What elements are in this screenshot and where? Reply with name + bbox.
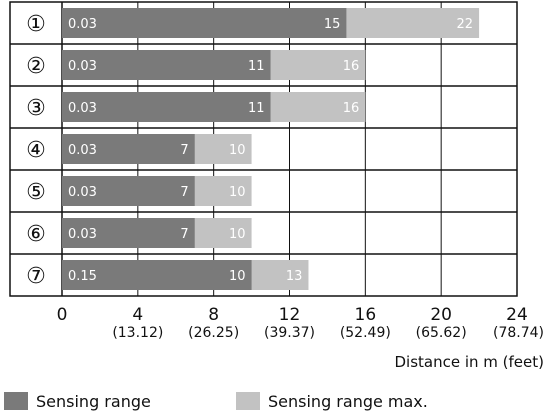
- category-label: ①: [26, 12, 46, 37]
- x-tick-feet-label: (52.49): [340, 325, 391, 341]
- bar-max-label: 10: [229, 185, 246, 200]
- category-label: ⑤: [26, 180, 46, 205]
- legend-label-sensing-range-max: Sensing range max.: [268, 392, 428, 411]
- x-tick-label: 20: [430, 305, 452, 325]
- bar-sensing-range: [62, 176, 195, 206]
- bar-min-label: 0.03: [68, 227, 97, 242]
- x-tick-feet-label: (39.37): [264, 325, 315, 341]
- x-tick-feet-label: (13.12): [112, 325, 163, 341]
- x-tick-label: 12: [279, 305, 301, 325]
- bar-min-label: 0.03: [68, 143, 97, 158]
- bar-max-label: 16: [343, 101, 360, 116]
- bar-max-label: 22: [457, 17, 474, 32]
- category-label: ⑥: [26, 222, 46, 247]
- bar-value-label: 15: [324, 17, 341, 32]
- chart-rows: ① ② ③ ④ ⑤ ⑥ ⑦: [9, 1, 518, 297]
- bar-sensing-range: [62, 50, 271, 80]
- category-label: ③: [26, 96, 46, 121]
- x-tick-label: 16: [355, 305, 377, 325]
- x-axis-label: Distance in m (feet): [394, 353, 544, 371]
- bar-value-label: 11: [248, 101, 265, 116]
- x-tick-feet-label: (26.25): [188, 325, 239, 341]
- bar-value-label: 11: [248, 59, 265, 74]
- bar-value-label: 7: [180, 185, 188, 200]
- x-tick-label: 8: [208, 305, 219, 325]
- bar-max-label: 10: [229, 227, 246, 242]
- bar-min-label: 0.03: [68, 101, 97, 116]
- bar-sensing-range: [62, 92, 271, 122]
- bar-min-label: 0.03: [68, 17, 97, 32]
- bar-max-label: 10: [229, 143, 246, 158]
- bar-value-label: 7: [180, 227, 188, 242]
- x-tick-label: 24: [506, 305, 528, 325]
- legend-swatch-sensing-range-max: [236, 392, 260, 410]
- bar-sensing-range: [62, 260, 252, 290]
- bar-sensing-range: [62, 134, 195, 164]
- bar-sensing-range: [62, 8, 347, 38]
- bar-min-label: 0.03: [68, 185, 97, 200]
- x-axis: 0 4(13.12) 8(26.25) 12(39.37) 16(52.49) 20(65…: [57, 305, 544, 341]
- x-tick-feet-label: (65.62): [416, 325, 467, 341]
- bar-value-label: 10: [229, 269, 246, 284]
- x-tick-label: 4: [132, 305, 143, 325]
- bar-min-label: 0.03: [68, 59, 97, 74]
- category-label: ④: [26, 138, 46, 163]
- legend-label-sensing-range: Sensing range: [36, 392, 151, 411]
- bar-max-label: 16: [343, 59, 360, 74]
- bar-max-label: 13: [286, 269, 303, 284]
- bar-value-label: 7: [180, 143, 188, 158]
- x-tick-label: 0: [57, 305, 68, 325]
- legend-swatch-sensing-range: [4, 392, 28, 410]
- bar-sensing-range: [62, 218, 195, 248]
- category-label: ②: [26, 54, 46, 79]
- bars: 0.03 15 22 0.03 11 16 0.03 11 16 0.03 7 10 0.03 7 10 0.…: [62, 8, 480, 290]
- legend: Sensing range Sensing range max.: [4, 392, 428, 411]
- category-label: ⑦: [26, 264, 46, 289]
- x-tick-feet-label: (78.74): [493, 325, 544, 341]
- bar-min-label: 0.15: [68, 269, 97, 284]
